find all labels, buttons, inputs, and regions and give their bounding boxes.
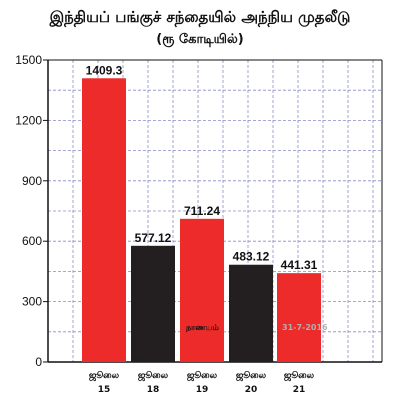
y-tick-labels: 0 300 600 900 1200 1500 [15, 53, 48, 369]
y-tick-label: 1200 [15, 113, 42, 127]
x-tick-label-month: ஜூலை [89, 370, 120, 381]
bar [131, 245, 175, 362]
x-tick-label-month: ஜூலை [187, 370, 218, 381]
bar-value-label: 711.24 [184, 204, 220, 218]
chart-title: இந்தியப் பங்குச் சந்தையில் அந்நிய முதலீட… [49, 8, 351, 26]
y-tick-label: 0 [35, 355, 42, 369]
y-tick-label: 600 [22, 234, 42, 248]
bar-value-label: 483.12 [233, 250, 270, 264]
x-tick-label-day: 21 [293, 385, 306, 395]
x-tick-label-month: ஜூலை [236, 370, 267, 381]
y-tick-label: 1500 [15, 53, 42, 67]
y-tick-label: 900 [22, 174, 42, 188]
annotation-source: நாணயம் [185, 323, 219, 333]
x-tick-label-day: 18 [147, 385, 160, 395]
bars [82, 78, 321, 363]
x-tick-label-month: ஜூலை [284, 370, 315, 381]
bar-value-label: 1409.3 [86, 63, 123, 77]
y-tick-label: 300 [22, 295, 42, 309]
bar-value-label: 577.12 [135, 231, 172, 245]
bar-value-label: 441.31 [281, 258, 318, 272]
annotation-date: 31-7-2016 [282, 323, 328, 332]
x-tick-labels: ஜூலை 15 ஜூலை 18 ஜூலை 19 ஜூலை 20 ஜூலை 21 [89, 370, 315, 395]
chart-subtitle: (ரூ கோடியில்) [156, 32, 244, 47]
bar [180, 218, 224, 362]
value-labels: 1409.3 577.12 711.24 483.12 441.31 [86, 63, 318, 272]
x-tick-label-month: ஜூலை [138, 370, 169, 381]
x-tick-label-day: 20 [245, 385, 258, 395]
bar [229, 264, 273, 362]
x-tick-label-day: 19 [196, 385, 209, 395]
bar [82, 78, 126, 363]
bar [277, 273, 321, 362]
x-tick-label-day: 15 [98, 385, 111, 395]
